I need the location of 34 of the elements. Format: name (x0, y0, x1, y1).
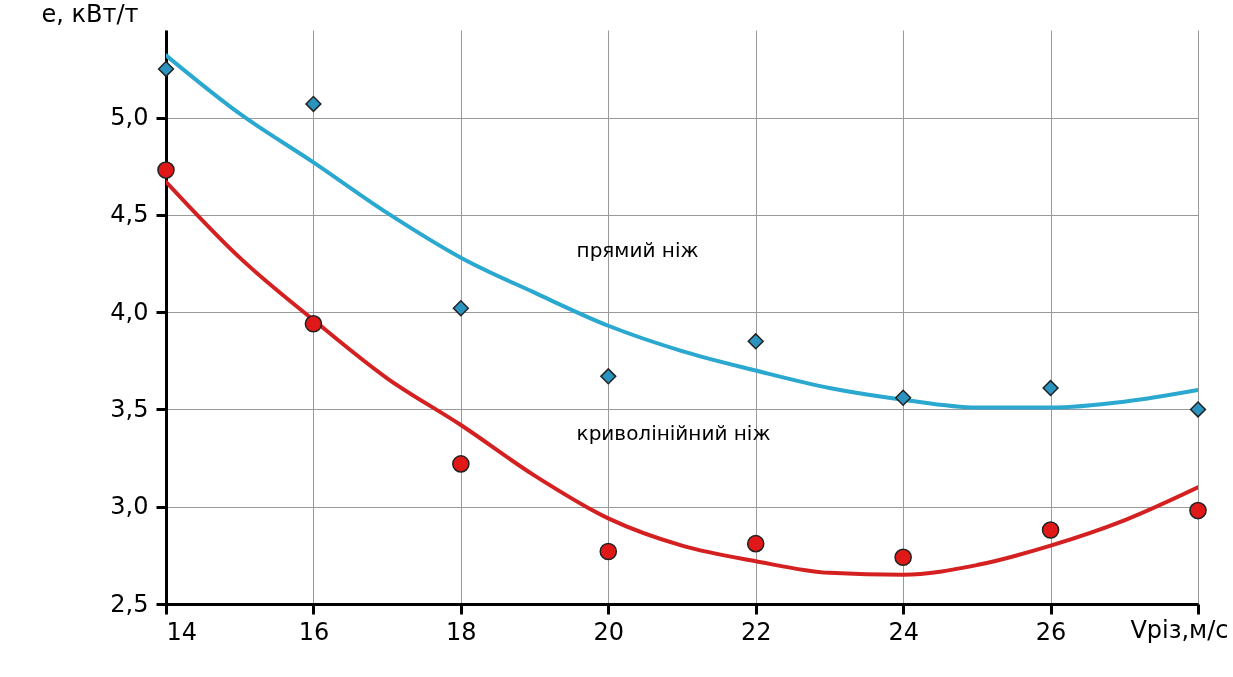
line-series (166, 53, 1198, 410)
x-tick-label: 24 (888, 617, 919, 646)
point (746, 534, 765, 553)
point (894, 548, 912, 567)
point (305, 95, 322, 113)
point (1189, 401, 1207, 418)
point (600, 368, 617, 385)
point (894, 389, 912, 406)
point (1042, 379, 1059, 397)
y-tick-label: 3,0 (110, 492, 149, 521)
annotation: прямий ніж (576, 237, 699, 262)
x-tick-label: 18 (446, 617, 477, 646)
x-axis-title: Vріз,м/с (1130, 615, 1229, 644)
point (747, 333, 764, 350)
x-tick-label: 22 (740, 617, 772, 646)
point (1189, 501, 1207, 520)
annotation: криволінійний ніж (576, 420, 771, 445)
x-tick-label: 16 (298, 617, 330, 646)
point (157, 161, 175, 179)
y-tick-label: 3,5 (110, 394, 149, 423)
point (599, 542, 618, 561)
y-tick-label: 5,0 (110, 103, 149, 132)
x-tick-label: 20 (593, 617, 625, 646)
y-tick-label: 2,5 (110, 589, 149, 618)
x-tick-label: 14 (166, 617, 198, 646)
y-tick-label: 4,5 (110, 200, 149, 229)
y-tick-label: 4,0 (110, 297, 149, 326)
y-axis-title: е, кВт/т (41, 0, 139, 28)
point (1041, 521, 1060, 539)
point (452, 455, 470, 473)
point (452, 300, 470, 317)
point (157, 60, 175, 78)
point (304, 315, 323, 333)
x-tick-label: 26 (1035, 617, 1067, 646)
